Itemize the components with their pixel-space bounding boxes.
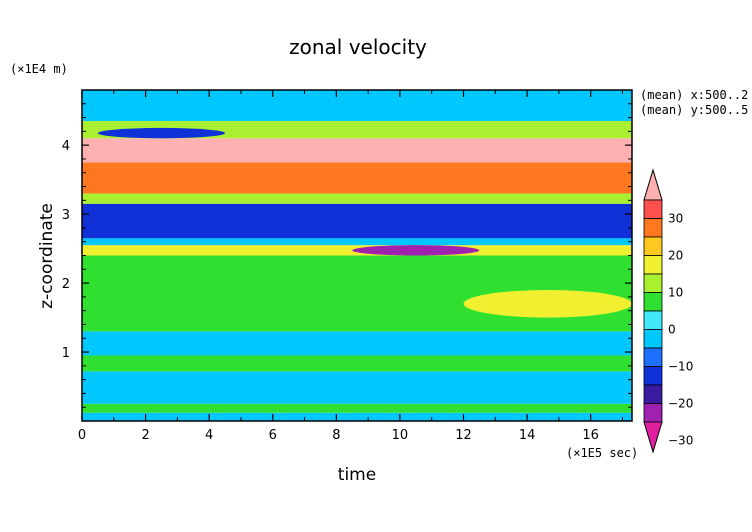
colorbar-tick-label: 0 xyxy=(668,323,676,337)
colorbar-swatch xyxy=(643,255,663,275)
contour-band-3 xyxy=(82,355,632,372)
colorbar-swatch xyxy=(643,199,663,219)
colorbar-tick-label: 10 xyxy=(668,286,683,300)
x-axis-label: time xyxy=(338,465,376,485)
annotation-y-mean: (mean) y:500..5 xyxy=(640,103,748,117)
annotation-x-mean: (mean) x:500..2 xyxy=(640,88,748,102)
y-tick-label: 1 xyxy=(62,346,70,361)
contour-bands xyxy=(82,90,632,421)
contour-band-4 xyxy=(82,331,632,356)
colorbar-swatch xyxy=(643,273,663,293)
contour-band-9 xyxy=(82,193,632,204)
colorbar-swatch xyxy=(643,329,663,349)
y-axis-label: z-coordinate xyxy=(37,203,57,309)
y-axis: 1 2 3 4 xyxy=(62,103,632,408)
x-tick-label: 4 xyxy=(205,428,213,443)
x-tick-label: 16 xyxy=(582,428,599,443)
colorbar-swatch xyxy=(643,366,663,386)
contour-band-2 xyxy=(82,371,632,404)
colorbar-swatch xyxy=(643,403,663,423)
colorbar-tick-label: −20 xyxy=(668,397,693,411)
x-tick-label: 8 xyxy=(332,428,340,443)
x-tick-label: 0 xyxy=(78,428,86,443)
contour-feature-1 xyxy=(352,245,480,256)
x-axis: 0 2 4 6 8 10 12 14 16 xyxy=(78,90,623,443)
contour-band-13 xyxy=(82,90,632,122)
colorbar-max-arrow xyxy=(643,168,663,201)
colorbar-tick-label: −30 xyxy=(668,434,693,448)
colorbar: 30 20 10 0 −10 −20 −30 xyxy=(643,168,693,454)
contour-band-10 xyxy=(82,162,632,194)
colorbar-min-arrow xyxy=(643,421,663,454)
colorbar-tick-label: 30 xyxy=(668,212,683,226)
contour-band-1 xyxy=(82,403,632,413)
colorbar-swatch xyxy=(643,236,663,256)
contour-band-0 xyxy=(82,412,632,421)
colorbar-tick-label: −10 xyxy=(668,360,693,374)
colorbar-swatch xyxy=(643,347,663,367)
contour-feature-2 xyxy=(463,289,632,318)
colorbar-swatch xyxy=(643,292,663,312)
y-tick-label: 2 xyxy=(62,277,70,292)
chart-title: zonal velocity xyxy=(289,35,427,59)
x-tick-label: 10 xyxy=(392,428,409,443)
contour-band-7 xyxy=(82,238,632,246)
x-tick-label: 12 xyxy=(455,428,472,443)
x-tick-label: 6 xyxy=(269,428,277,443)
colorbar-swatch xyxy=(643,218,663,238)
x-unit-label: (×1E5 sec) xyxy=(566,446,638,460)
contour-band-8 xyxy=(82,203,632,239)
colorbar-swatch xyxy=(643,310,663,330)
contour-features xyxy=(97,127,632,318)
x-tick-label: 14 xyxy=(519,428,536,443)
y-tick-label: 3 xyxy=(62,208,70,223)
contour-feature-0 xyxy=(97,127,226,139)
colorbar-swatch xyxy=(643,384,663,404)
contour-band-11 xyxy=(82,138,632,163)
y-tick-label: 4 xyxy=(62,139,70,154)
colorbar-tick-label: 20 xyxy=(668,249,683,263)
y-unit-label: (×1E4 m) xyxy=(10,62,68,76)
plot-area xyxy=(82,90,632,421)
x-tick-label: 2 xyxy=(141,428,149,443)
